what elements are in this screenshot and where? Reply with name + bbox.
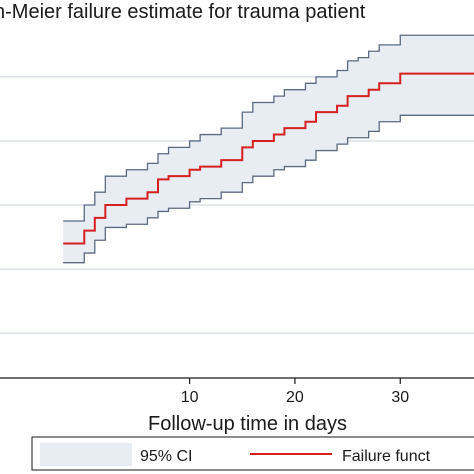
x-ticks: 10 20 30 xyxy=(181,378,409,406)
plot-area xyxy=(0,34,474,334)
ci-band-fill xyxy=(63,35,474,263)
legend-label-ci: 95% CI xyxy=(140,448,192,465)
legend-swatch-ci xyxy=(40,443,132,466)
x-tick-label: 10 xyxy=(181,389,199,406)
x-tick-label: 20 xyxy=(286,389,304,406)
legend: 95% CI Failure funct xyxy=(31,436,474,471)
chart-title: n-Meier failure estimate for trauma pati… xyxy=(0,1,366,23)
ci-upper-line xyxy=(63,34,474,222)
failure-line-group xyxy=(63,72,474,245)
ci-lower-line xyxy=(63,114,474,264)
gridlines xyxy=(0,76,474,334)
legend-label-failure: Failure funct xyxy=(342,448,431,465)
x-tick-label: 30 xyxy=(391,389,409,406)
ci-band xyxy=(63,34,474,264)
x-axis-label: Follow-up time in days xyxy=(148,413,347,435)
failure-line xyxy=(63,72,474,245)
